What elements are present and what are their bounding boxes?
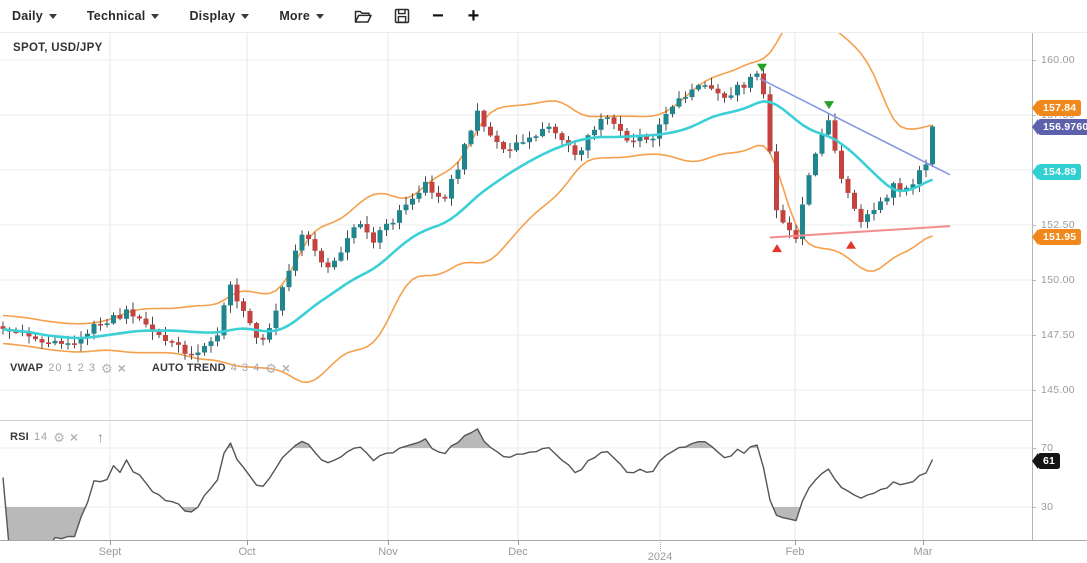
menu-technical[interactable]: Technical (87, 9, 160, 23)
price-tick-dash (1032, 390, 1036, 391)
close-icon[interactable]: × (69, 429, 79, 445)
zoom-out-button[interactable]: − (431, 5, 444, 27)
gear-icon[interactable]: ⚙ (100, 360, 113, 376)
menu-more[interactable]: More (279, 9, 324, 23)
price-tick-label: 160.00 (1041, 54, 1075, 66)
time-month-label: Oct (238, 546, 256, 558)
vwap-line (2, 100, 933, 340)
auto-trend-resistance-line (759, 77, 951, 176)
rsi-value-badge: 61 (1038, 453, 1061, 469)
menu-more-label: More (279, 9, 310, 23)
rsi-tick-label: 70 (1041, 442, 1054, 454)
chevron-down-icon (241, 14, 250, 19)
toolbar-divider (0, 32, 1087, 33)
vwap-label: VWAP (10, 362, 44, 374)
rsi-tick-dash (1032, 448, 1036, 449)
pane-separator[interactable] (0, 420, 1032, 421)
price-tick-dash (1032, 225, 1036, 226)
open-folder-icon[interactable] (354, 9, 372, 24)
trend-markers (757, 63, 856, 253)
vwap-badge: 154.89 (1038, 164, 1082, 180)
menu-display[interactable]: Display (189, 9, 250, 23)
price-tick-label: 147.50 (1041, 329, 1075, 341)
rsi-chart-svg[interactable] (0, 420, 1032, 540)
time-month-label: Sept (98, 546, 122, 558)
price-chart-svg[interactable] (0, 32, 1032, 420)
rsi-tick-label: 30 (1041, 501, 1054, 513)
time-month-label: Feb (785, 546, 805, 558)
gear-icon[interactable]: ⚙ (53, 429, 65, 445)
rsi-tick-dash (1032, 507, 1036, 508)
price-tick-dash (1032, 60, 1036, 61)
rsi-overbought-fill (227, 429, 758, 448)
lower-band-badge: 151.95 (1038, 229, 1082, 245)
menu-daily[interactable]: Daily (12, 9, 57, 23)
auto-trend-support-line (769, 225, 951, 239)
time-month-label: Mar (913, 546, 933, 558)
overlay-indicator-row: VWAP 20 1 2 3 ⚙ × AUTO TREND 4 3 4 ⚙ × (10, 361, 290, 375)
menu-display-label: Display (189, 9, 236, 23)
chevron-down-icon (151, 14, 160, 19)
save-icon[interactable] (394, 8, 410, 24)
time-tick-dash (518, 540, 519, 545)
rsi-line (2, 428, 934, 540)
time-tick-dash (923, 540, 924, 545)
price-axis-border (1032, 32, 1033, 540)
price-tick-dash (1032, 280, 1036, 281)
upper-band-badge: 157.84 (1038, 100, 1082, 116)
bollinger-upper-line (2, 32, 933, 325)
chevron-down-icon (48, 14, 57, 19)
zoom-in-button[interactable]: + (467, 5, 480, 27)
time-month-label: Dec (508, 546, 528, 558)
rsi-indicator-row: RSI 14 ⚙ × ↑ (10, 430, 104, 444)
close-icon[interactable]: × (117, 360, 126, 376)
time-tick-dash (247, 540, 248, 545)
autotrend-label: AUTO TREND (151, 362, 226, 374)
price-tick-label: 152.50 (1041, 219, 1075, 231)
expand-pane-icon[interactable]: ↑ (97, 429, 105, 445)
vwap-params: 20 1 2 3 (48, 362, 96, 374)
rsi-gridlines (0, 420, 1032, 540)
candles-group (0, 66, 935, 363)
symbol-label: SPOT, USD/JPY (13, 42, 103, 54)
menu-technical-label: Technical (86, 9, 146, 23)
autotrend-params: 4 3 4 (230, 362, 261, 374)
chevron-down-icon (315, 14, 324, 19)
time-month-label: Nov (378, 546, 398, 558)
time-tick-dash (110, 540, 111, 545)
price-tick-dash (1032, 335, 1036, 336)
toolbar: Daily Technical Display More − + (0, 0, 1087, 32)
gear-icon[interactable]: ⚙ (265, 360, 277, 376)
time-year-label: 2024 (647, 551, 673, 563)
close-icon[interactable]: × (281, 360, 291, 376)
rsi-label: RSI (10, 431, 29, 443)
time-axis-border (0, 540, 1087, 541)
bollinger-lower-line (2, 144, 933, 384)
price-tick-label: 145.00 (1041, 384, 1075, 396)
time-tick-dash (795, 540, 796, 545)
menu-daily-label: Daily (12, 9, 43, 23)
time-tick-dash (388, 540, 389, 545)
rsi-params: 14 (33, 431, 49, 443)
last-price-badge: 156.9760 (1038, 119, 1087, 135)
time-tick-dotted (660, 540, 662, 551)
price-tick-label: 150.00 (1041, 274, 1075, 286)
